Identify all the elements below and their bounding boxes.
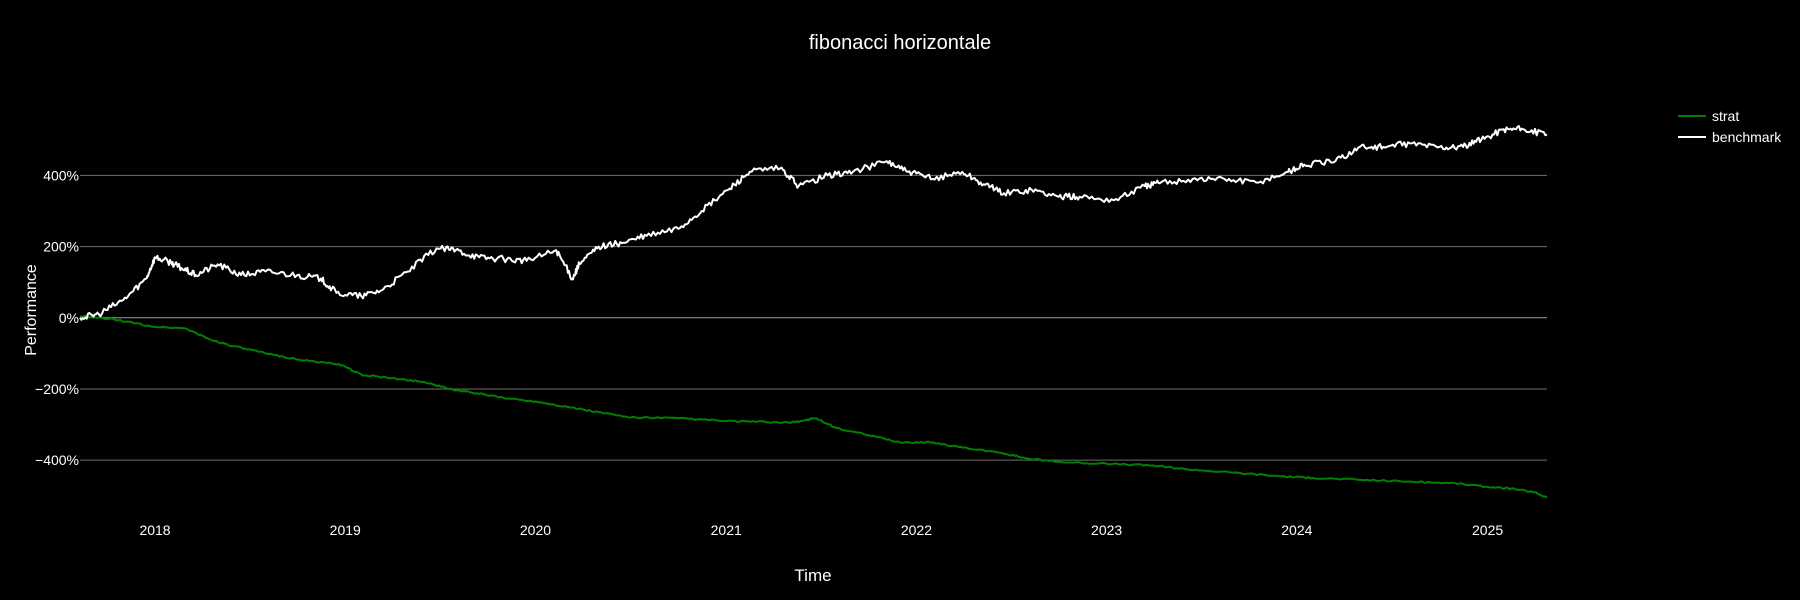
- x-tick-label: 2023: [1091, 522, 1122, 538]
- x-tick-label: 2019: [330, 522, 361, 538]
- series-line-strat: [79, 314, 1548, 499]
- x-tick-label: 2018: [139, 522, 170, 538]
- legend-item-benchmark[interactable]: benchmark: [1678, 129, 1782, 145]
- y-tick-label: 400%: [43, 167, 79, 183]
- series-line-benchmark: [79, 125, 1548, 321]
- legend-label: benchmark: [1712, 129, 1782, 145]
- y-tick-label: 0%: [59, 310, 79, 326]
- x-tick-label: 2021: [711, 522, 742, 538]
- y-axis-label: Performance: [23, 264, 40, 356]
- x-tick-label: 2022: [901, 522, 932, 538]
- legend-item-strat[interactable]: strat: [1678, 108, 1739, 124]
- y-tick-label: −200%: [35, 381, 79, 397]
- y-tick-label: 200%: [43, 239, 79, 255]
- x-axis-ticks: 2018 2019 2020 2021 2022 2023 2024 2025: [139, 522, 1503, 538]
- x-tick-label: 2020: [520, 522, 551, 538]
- legend[interactable]: strat benchmark: [1678, 108, 1782, 145]
- gridlines: [80, 174, 1547, 461]
- x-tick-label: 2024: [1281, 522, 1312, 538]
- y-axis-ticks: 400% 200% 0% −200% −400%: [35, 167, 79, 468]
- legend-label: strat: [1712, 108, 1739, 124]
- chart-title: fibonacci horizontale: [809, 32, 991, 54]
- series-lines: [79, 125, 1548, 499]
- x-tick-label: 2025: [1472, 522, 1503, 538]
- x-axis-label: Time: [794, 566, 831, 585]
- y-tick-label: −400%: [35, 452, 79, 468]
